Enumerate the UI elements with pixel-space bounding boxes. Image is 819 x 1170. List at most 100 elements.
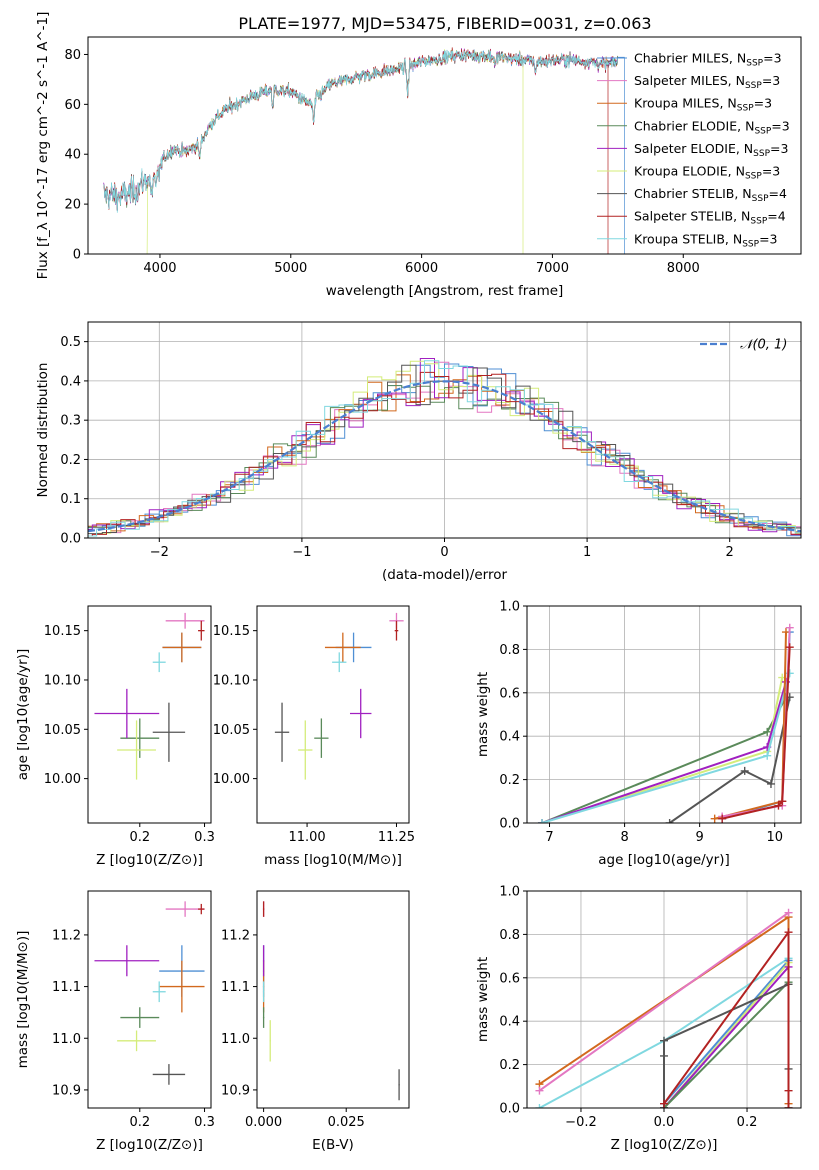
y-tick-label: 11.1 [52,980,81,995]
legend-entry: Chabrier MILES, NSSP=3 [634,51,782,69]
errorbar-salpeter-stelib [198,620,205,641]
y-tick-label: 80 [64,48,81,63]
y-axis-label: Normed distribution [35,363,51,498]
x-tick-label: 0.000 [245,1115,282,1130]
weight-marker [763,751,772,760]
legend-entry: 𝒩(0, 1) [740,338,787,353]
y-tick-label: 10.9 [52,1083,81,1098]
y-tick-label: 1.0 [499,885,520,900]
weight-marker [766,779,775,788]
x-tick-label: 0.2 [129,830,150,845]
weight-marker [784,1104,793,1108]
x-tick-label: 7 [545,830,553,845]
weight-series-chabrier-stelib [665,693,794,823]
weight-series-salpeter-stelib [660,928,793,1108]
weight-marker [763,727,772,736]
axes-frame [87,605,212,824]
histogram-salpeter-stelib [88,371,801,537]
weight-series-kroupa-miles [710,628,790,823]
weight-series-chabrier-miles [660,956,793,1108]
y-tick-label: 11.1 [221,980,250,995]
errorbar-kroupa-stelib [332,652,347,673]
legend-entry: Chabrier STELIB, NSSP=4 [634,186,787,204]
errorbar-kroupa-elodie [298,720,313,780]
y-tick-label: 20 [64,198,81,213]
spectrum-line-chabrier-stelib [103,49,618,212]
y-tick-label: 11.2 [52,928,81,943]
weight-marker [778,797,787,806]
weight-marker [740,766,749,775]
y-tick-label: 11.0 [52,1032,81,1047]
y-tick-label: 10.10 [44,673,81,688]
y-tick-label: 40 [64,148,81,163]
y-tick-label: 0.2 [499,1058,520,1073]
errorbar-kroupa-stelib [262,981,265,1003]
weight-series-salpeter-elodie [660,962,793,1108]
weight-series-salpeter-elodie [538,677,790,823]
weight-series-chabrier-elodie [660,978,793,1108]
errorbar-kroupa-miles [159,960,205,1013]
panel-mass-weight-vs-metallicity: −0.2 0.0 0.2 0.0 0.2 0.4 0.6 0.8 1.0 Z [log10(Z/Z… [475,885,802,1153]
weight-series-salpeter-miles [535,908,793,1095]
y-axis-label: mass [log10(M/M⊙)] [15,931,31,1069]
weight-series-salpeter-stelib [718,643,794,823]
y-tick-label: 10.05 [213,723,250,738]
histogram-kroupa-miles [88,374,801,533]
errorbar-kroupa-stelib [152,652,166,673]
y-tick-label: 0 [73,248,81,263]
panel-residual-histogram: 𝒩(0, 1) −2 −1 0 1 2 0.0 0.1 0.2 0.3 0.4 0.5 (data-mo… [35,321,802,583]
errorbar-chabrier-stelib [152,1064,186,1085]
panel-age-vs-mass: 11.00 11.25 10.00 10.05 10.10 10.15 mass [log1… [213,605,415,868]
weight-marker [660,1099,668,1108]
y-tick-label: 0.4 [499,730,520,745]
errorbar-chabrier-elodie [262,1007,265,1028]
errorbar-kroupa-stelib [152,981,166,1003]
weight-marker [710,814,719,823]
x-tick-label: 0 [440,545,448,560]
y-tick-label: 0.2 [499,773,520,788]
x-tick-label: 0.025 [328,1115,365,1130]
y-tick-label: 11.2 [221,928,250,943]
x-axis-label: E(B-V) [312,1137,354,1153]
x-tick-label: 7000 [536,261,569,276]
errorbar-salpeter-stelib [262,901,265,917]
errorbar-kroupa-elodie [269,1020,271,1062]
plot-area [274,612,404,780]
errorbar-salpeter-stelib [394,620,399,641]
y-tick-label: 10.15 [44,624,81,639]
x-tick-label: 9 [696,830,704,845]
x-tick-label: −2 [150,545,169,560]
weight-marker [784,908,793,917]
legend-entry: Salpeter STELIB, NSSP=4 [634,209,786,227]
x-tick-label: 4000 [143,261,176,276]
errorbar-chabrier-elodie [314,718,329,758]
legend-entry: Chabrier ELODIE, NSSP=3 [634,118,790,136]
errorbar-salpeter-miles [165,612,205,629]
legend-entry: Kroupa ELODIE, NSSP=3 [634,164,780,182]
figure-title: PLATE=1977, MJD=53475, FIBERID=0031, z=0… [238,14,651,33]
x-tick-label: 1 [583,545,591,560]
spectrum-line-chabrier-miles [103,49,625,254]
errorbar-salpeter-elodie [349,688,372,739]
x-tick-label: 0.2 [129,1115,150,1130]
y-tick-label: 10.05 [44,723,81,738]
y-tick-label: 0.4 [60,374,81,389]
weight-marker [660,1036,668,1045]
normal-curve [88,380,801,533]
spectrum-line-salpeter-elodie [103,48,618,211]
x-tick-label: 0.2 [737,1115,758,1130]
x-tick-label: 11.25 [378,830,415,845]
x-axis-label: mass [log10(M/M⊙)] [264,852,402,868]
x-tick-label: 11.00 [288,830,325,845]
errorbar-salpeter-elodie [94,688,160,739]
y-tick-label: 10.9 [221,1083,250,1098]
x-axis-label: Z [log10(Z/Z⊙)] [96,1137,203,1153]
weight-series-kroupa-elodie [538,673,787,823]
weight-marker [785,623,794,632]
y-tick-label: 10.15 [213,624,250,639]
plot-area [538,623,794,823]
histogram-salpeter-elodie [88,358,801,536]
errorbar-chabrier-elodie [120,1007,160,1028]
histogram-kroupa-stelib [88,360,801,537]
